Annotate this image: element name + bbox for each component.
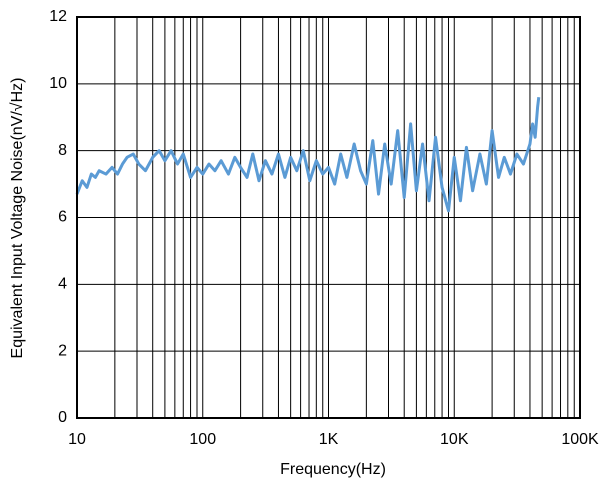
x-axis-label: Frequency(Hz) bbox=[280, 461, 386, 478]
x-tick-label: 100K bbox=[561, 431, 599, 448]
plot-frame bbox=[76, 16, 581, 419]
x-tick-label: 10 bbox=[68, 431, 86, 448]
y-tick-label: 6 bbox=[58, 209, 67, 226]
y-tick-label: 10 bbox=[49, 75, 67, 92]
y-tick-label: 0 bbox=[58, 409, 67, 426]
x-tick-label: 100 bbox=[189, 431, 216, 448]
y-tick-label: 8 bbox=[58, 142, 67, 159]
y-tick-label: 4 bbox=[58, 276, 67, 293]
data-line bbox=[75, 97, 541, 213]
y-tick-label: 2 bbox=[58, 342, 67, 359]
x-tick-label: 1K bbox=[319, 431, 339, 448]
x-tick-label: 10K bbox=[440, 431, 469, 448]
y-tick-label: 12 bbox=[49, 8, 67, 25]
y-axis-label: Equivalent Input Voltage Noise(nV/√Hz) bbox=[9, 78, 26, 359]
